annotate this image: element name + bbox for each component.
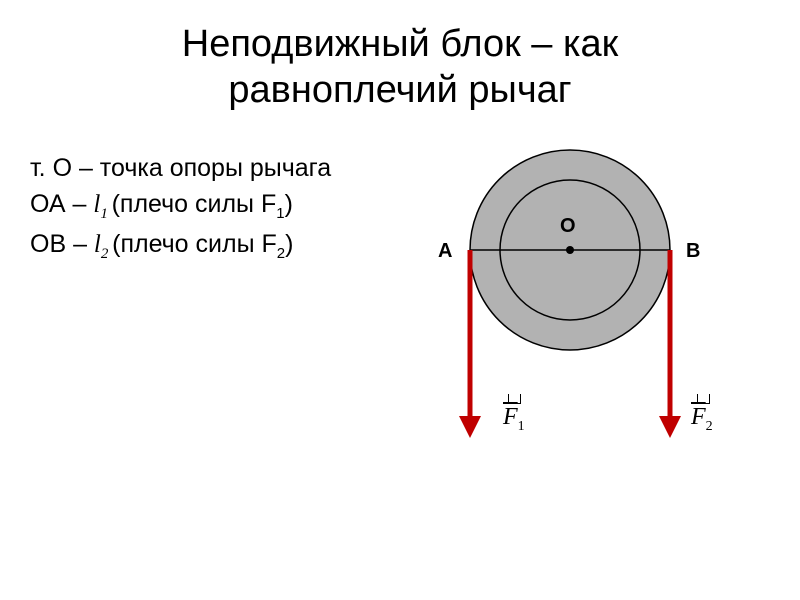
- inner-circle: [500, 180, 640, 320]
- body-text: т. О – точка опоры рычага ОА – l1 (плечо…: [30, 150, 331, 266]
- slide-title: Неподвижный блок – как равноплечий рычаг: [0, 0, 800, 113]
- line1: т. О – точка опоры рычага: [30, 150, 331, 186]
- f2-bracket-icon: [697, 394, 710, 404]
- arrow-right-head: [659, 416, 681, 438]
- label-F1: F1: [503, 404, 525, 435]
- line3: ОВ – l2 (плечо силы F2): [30, 226, 331, 266]
- line2: ОА – l1 (плечо силы F1): [30, 186, 331, 226]
- label-B: В: [686, 240, 700, 263]
- title-line2: равноплечий рычаг: [0, 68, 800, 114]
- center-dot: [566, 246, 574, 254]
- label-A: А: [438, 240, 452, 263]
- title-line1: Неподвижный блок – как: [0, 22, 800, 68]
- label-F2: F2: [691, 404, 713, 435]
- outer-circle: [470, 150, 670, 350]
- f1-bracket-icon: [508, 394, 521, 404]
- arrow-left-head: [459, 416, 481, 438]
- label-O: О: [560, 215, 576, 238]
